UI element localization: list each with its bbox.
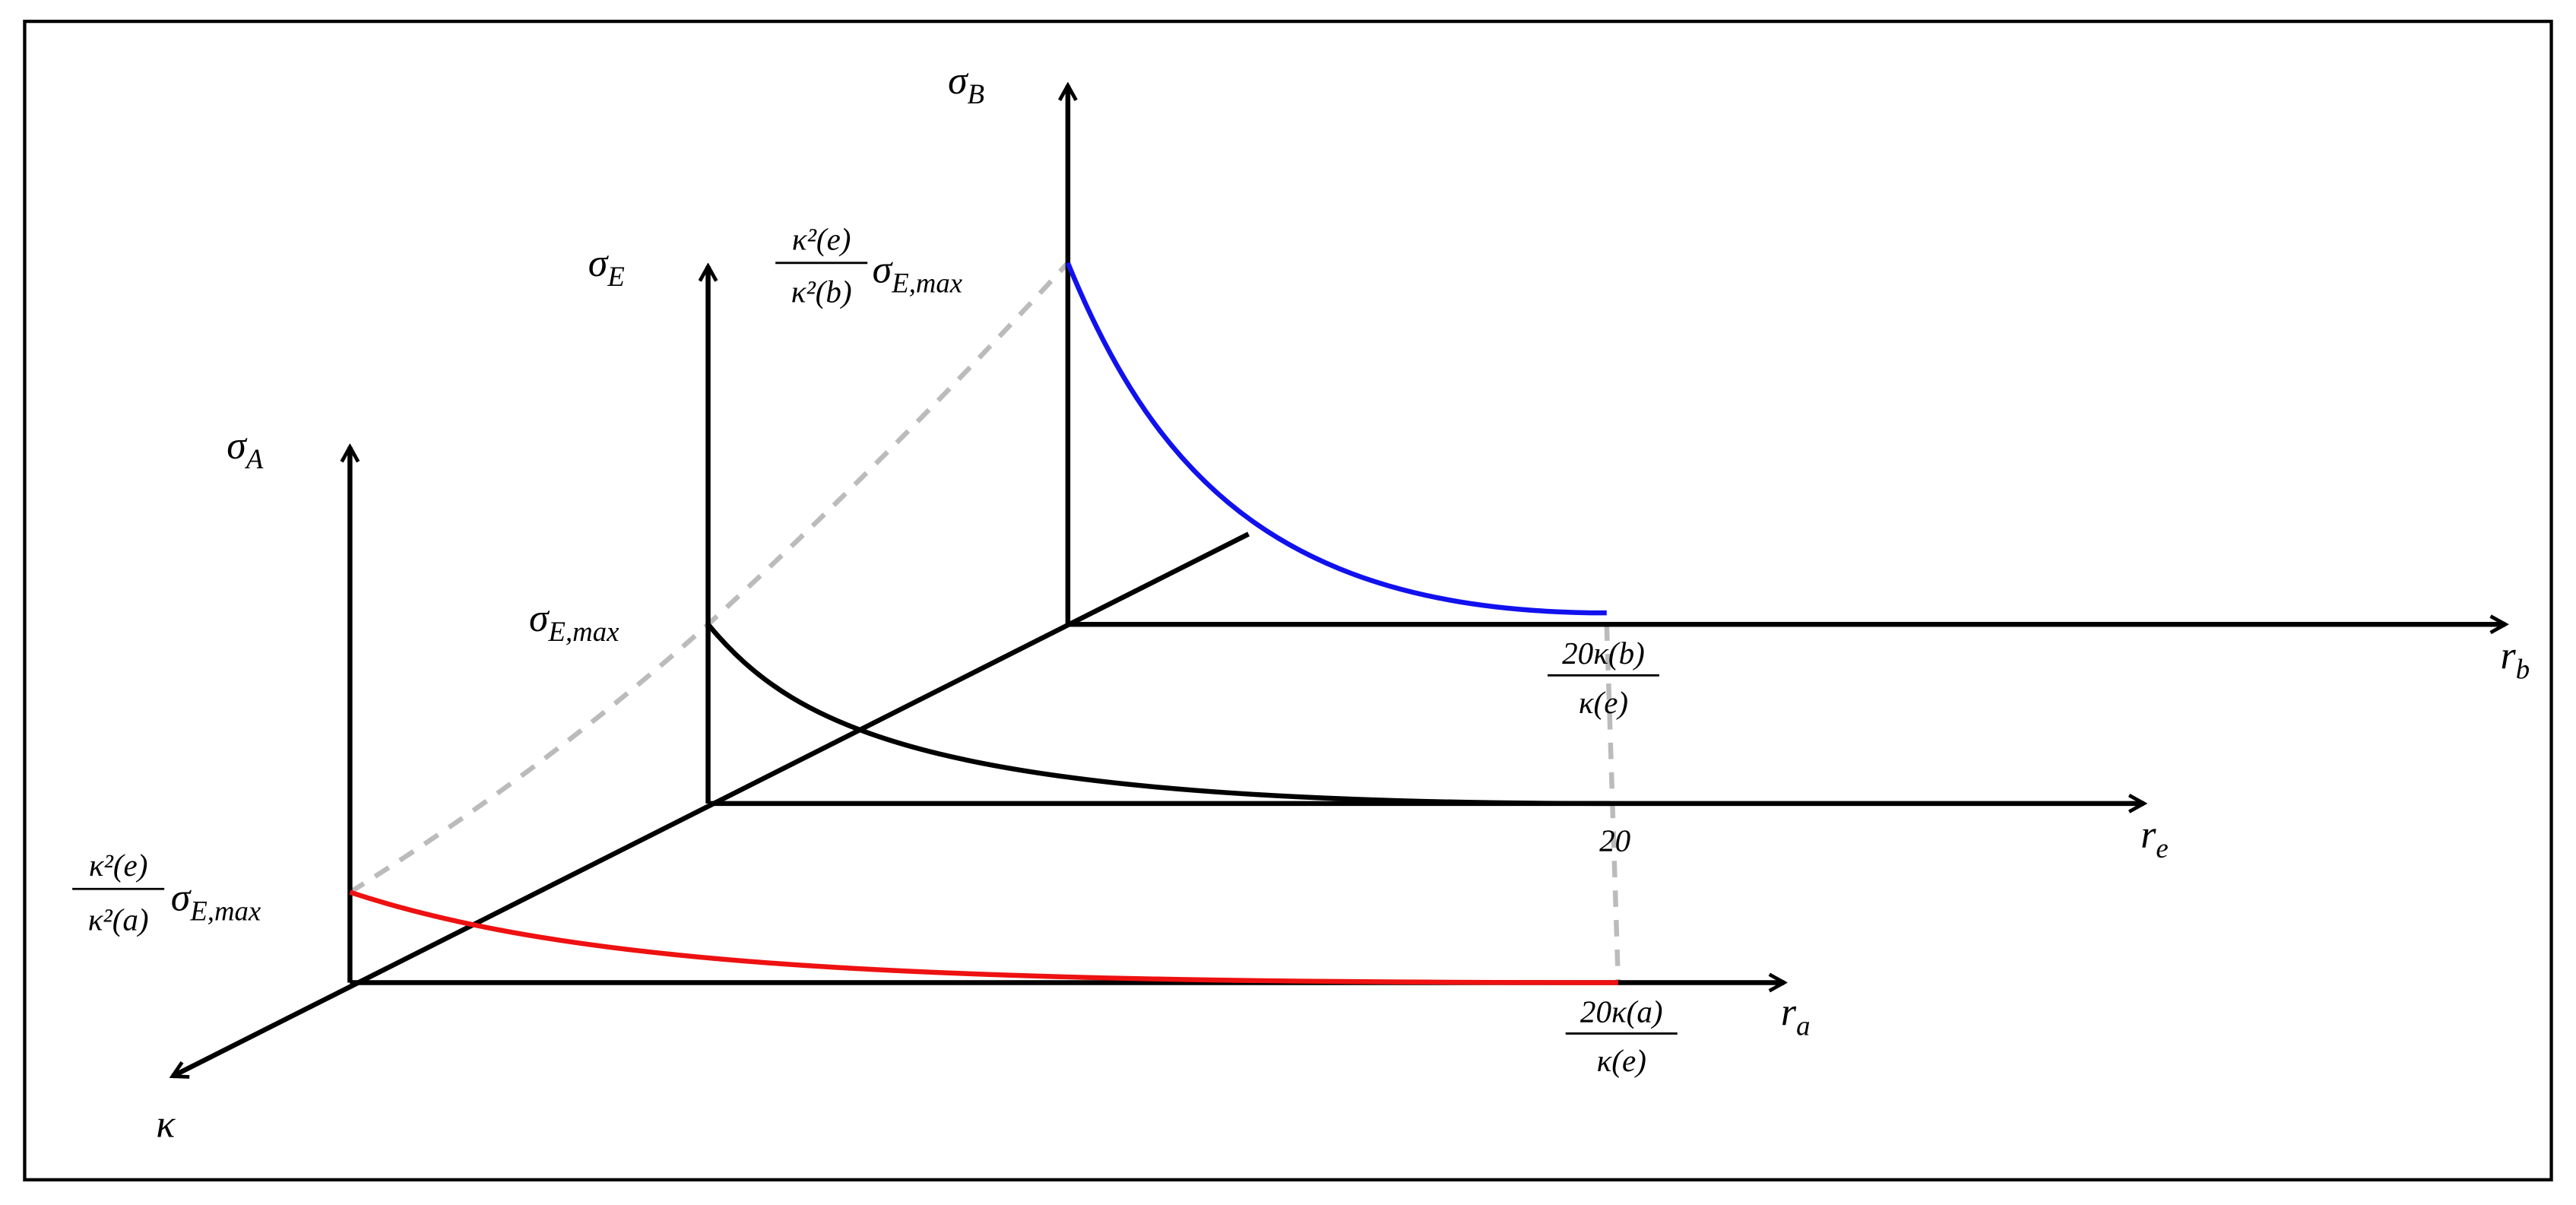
text-part: E,max — [189, 895, 261, 926]
symbol: σE,max — [873, 249, 963, 299]
text-part: b — [2516, 654, 2530, 685]
fraction-label: κ²(e) κ²(b) σE,max — [775, 222, 963, 309]
text-part: B — [968, 78, 984, 109]
text-part: σ — [171, 876, 192, 919]
text-part: r — [1781, 991, 1797, 1035]
symbol: σE,max — [171, 876, 261, 926]
fraction-label: 20κ(a) κ(e) — [1565, 994, 1678, 1078]
value-label: σE,max — [529, 597, 619, 647]
text-part: σ — [873, 249, 894, 292]
text-part: E — [607, 261, 624, 292]
numerator: κ²(e) — [89, 848, 148, 883]
text-part: E,max — [891, 268, 963, 299]
text-part: r — [2140, 813, 2156, 857]
curve-e — [706, 623, 1611, 807]
fraction-label: κ²(e) κ²(a) σE,max — [72, 848, 261, 937]
denominator: κ(e) — [1597, 1043, 1646, 1078]
text-part: a — [1796, 1010, 1810, 1042]
value-label: 20 — [1599, 823, 1630, 858]
text-part: A — [244, 443, 264, 474]
curve-a — [349, 889, 1618, 985]
axis-label: σE — [588, 242, 625, 292]
text-part: σ — [948, 59, 969, 103]
axis-label: σA — [227, 424, 264, 474]
text-part: e — [2156, 832, 2168, 864]
text-part: E,max — [548, 616, 620, 647]
curve-b — [1065, 262, 1607, 616]
denominator: κ²(b) — [791, 274, 852, 309]
axis-label: re — [2140, 813, 2169, 864]
axis-label: ra — [1781, 991, 1811, 1042]
text-part: r — [2501, 635, 2517, 678]
denominator: κ(e) — [1579, 685, 1628, 720]
frame — [23, 19, 2553, 1181]
axis-label: rb — [2501, 635, 2530, 685]
numerator: κ²(e) — [792, 222, 851, 257]
numerator: 20κ(a) — [1580, 994, 1663, 1029]
fraction-label: 20κ(b) κ(e) — [1547, 636, 1659, 720]
axis-label: κ — [156, 1103, 176, 1146]
numerator: 20κ(b) — [1562, 636, 1645, 671]
text-part: σ — [529, 597, 550, 640]
denominator: κ²(a) — [88, 902, 149, 937]
axis-label: σB — [948, 59, 984, 109]
text-part: σ — [588, 242, 610, 285]
text-part: σ — [227, 424, 248, 468]
